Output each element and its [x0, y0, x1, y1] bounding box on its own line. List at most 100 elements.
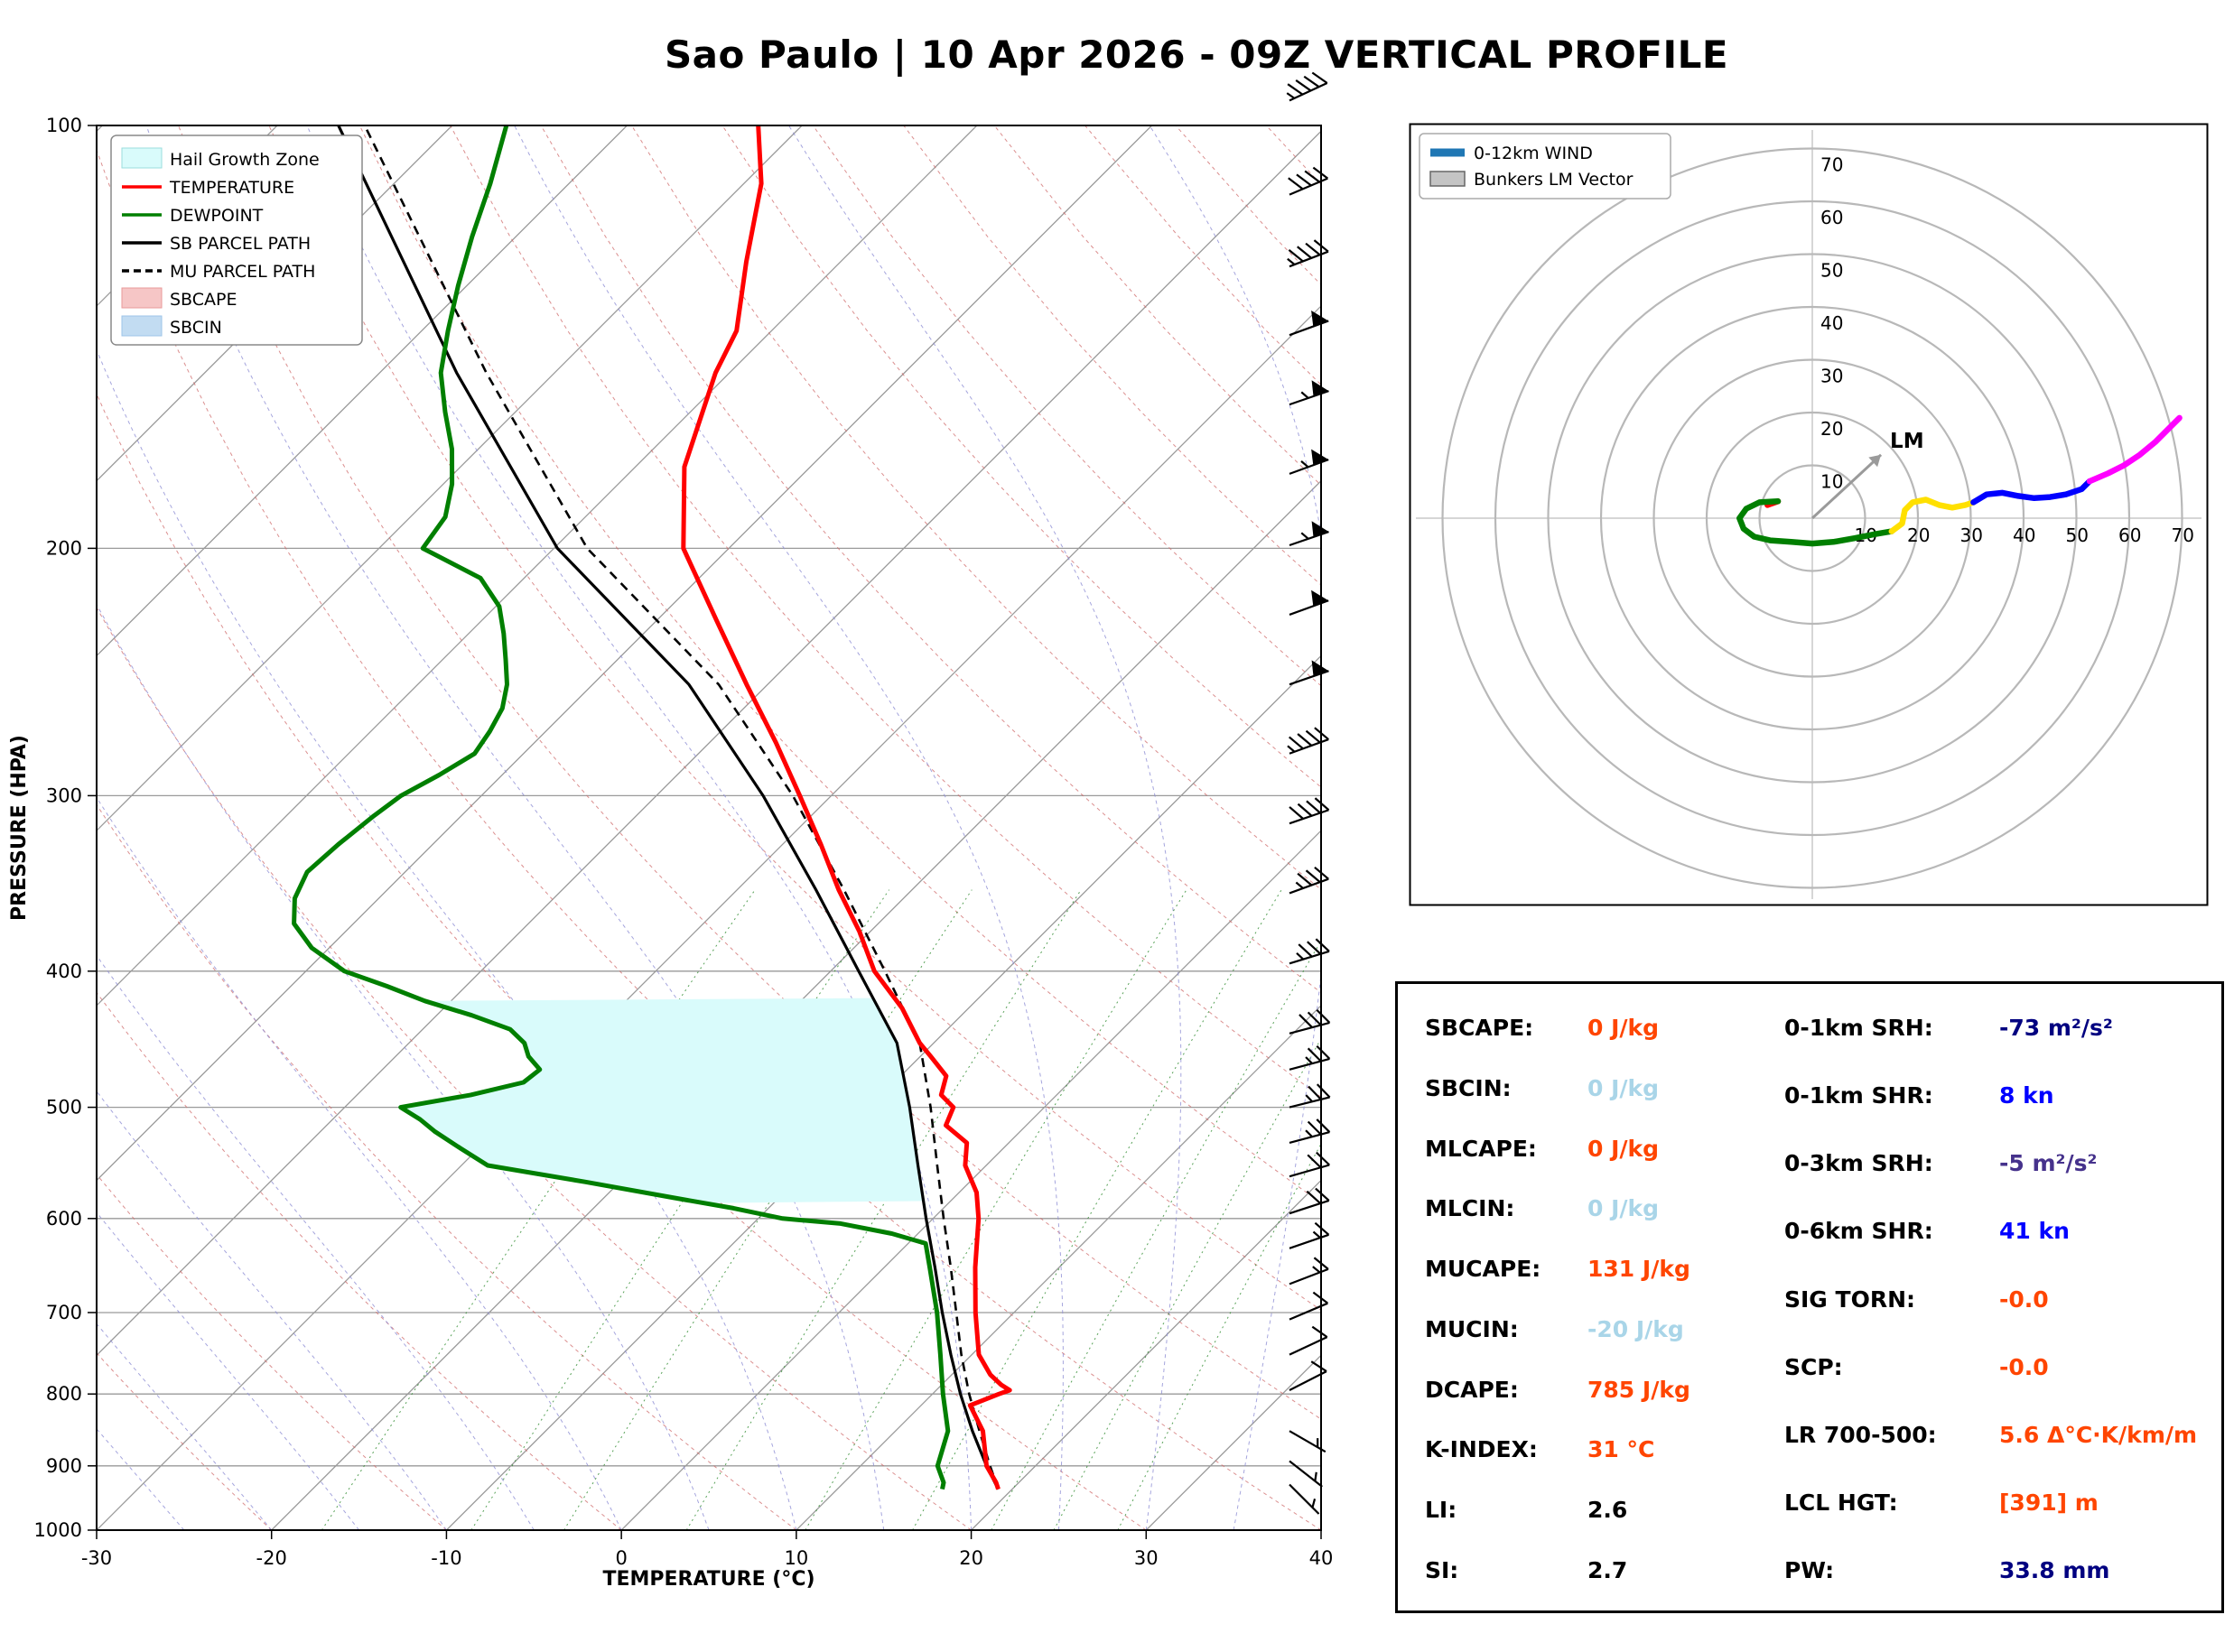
mixing-ratio-line — [563, 889, 973, 1530]
wind-barb — [1289, 938, 1330, 965]
stat-value: 0 J/kg — [1587, 1015, 1660, 1041]
wind-barb — [1289, 1044, 1331, 1071]
stat-row: SI: 2.7 — [1425, 1557, 1779, 1583]
wind-barb — [1287, 727, 1329, 755]
moist-adiabat-line — [97, 1091, 447, 1530]
y-tick-label: 500 — [46, 1097, 82, 1118]
hodograph-ring — [1758, 464, 1866, 572]
stat-value: -73 m²/s² — [1999, 1015, 2113, 1041]
bunkers-legend-label: Bunkers LM Vector — [1474, 170, 1634, 190]
stat-value: 0 J/kg — [1587, 1135, 1660, 1162]
stats-panel: SBCAPE: 0 J/kg SBCIN: 0 J/kg MLCAPE: 0 J/kg ML… — [1395, 981, 2224, 1613]
stat-value: 2.7 — [1587, 1556, 1628, 1583]
legend-item-label: SBCIN — [170, 318, 222, 338]
wind-barb — [1289, 589, 1329, 616]
page-title: Sao Paulo | 10 Apr 2026 - 09Z VERTICAL P… — [664, 32, 1729, 77]
x-tick-label: 20 — [959, 1547, 983, 1569]
stat-row: PW: 33.8 mm — [1784, 1557, 2203, 1583]
x-tick-label: -20 — [256, 1547, 287, 1569]
x-axis-label: TEMPERATURE (°C) — [602, 1568, 814, 1591]
hodograph-trace-segment — [1888, 497, 1977, 534]
stat-value: 8 kn — [1999, 1082, 2054, 1109]
stat-row: MUCAPE: 131 J/kg — [1425, 1256, 1779, 1282]
wind-barb — [1289, 311, 1329, 337]
bunkers-lm-vector — [1810, 453, 1883, 520]
stat-row: DCAPE: 785 J/kg — [1425, 1377, 1779, 1403]
moist-adiabat-line — [97, 603, 710, 1530]
y-tick-label: 1000 — [34, 1519, 82, 1541]
dry-adiabat-line — [721, 125, 1321, 788]
plot-border — [96, 125, 1322, 1531]
ring-label-horizontal: 40 — [2013, 524, 2035, 546]
wind-barb — [1289, 1257, 1329, 1285]
stat-row: 0-6km SHR: 41 kn — [1784, 1218, 2203, 1244]
stat-label: LI: — [1425, 1497, 1457, 1524]
stat-value: 2.6 — [1587, 1497, 1628, 1524]
stat-label: MLCIN: — [1425, 1195, 1515, 1222]
stat-value: -0.0 — [1999, 1285, 2049, 1313]
stat-row: SCP: -0.0 — [1784, 1354, 2203, 1380]
mixing-ratio-line — [1053, 1037, 1321, 1530]
x-tick-label: -10 — [431, 1547, 461, 1569]
hodograph-ring — [1441, 147, 2183, 889]
isotherm-line — [1320, 1529, 1321, 1530]
wind-barb — [1289, 1151, 1330, 1178]
legend-swatch-sbcin — [121, 315, 163, 337]
stat-label: K-INDEX: — [1425, 1436, 1538, 1463]
stat-label: 0-1km SHR: — [1784, 1082, 1933, 1109]
wind-legend-label: 0-12km WIND — [1474, 144, 1593, 163]
hodograph-ring — [1547, 253, 2078, 784]
x-tick-label: 40 — [1309, 1547, 1334, 1569]
hodograph-trace-segment — [2086, 414, 2183, 485]
dry-adiabat-line — [450, 125, 1321, 1098]
legend-item-label: SBCAPE — [170, 290, 237, 310]
isotherm-line — [971, 1179, 1321, 1530]
moist-adiabat-line — [514, 125, 1064, 1530]
hodograph-border — [1409, 123, 2209, 906]
temperature-line — [681, 125, 1012, 1490]
hodograph-trace-segment — [1736, 498, 1895, 547]
x-tick-label: 10 — [784, 1547, 808, 1569]
isotherm-line — [620, 830, 1321, 1530]
lm-label: LM — [1890, 430, 1924, 453]
x-tick-label: 30 — [1134, 1547, 1159, 1569]
isotherm-line — [97, 125, 453, 482]
ring-label-vertical: 10 — [1820, 471, 1843, 493]
dewpoint-line — [292, 125, 951, 1490]
y-tick-label: 900 — [46, 1455, 82, 1477]
wind-barb — [1289, 521, 1329, 547]
stat-row: SBCAPE: 0 J/kg — [1425, 1015, 1779, 1041]
y-tick-label: 400 — [46, 961, 82, 982]
dry-adiabat-line — [993, 125, 1321, 487]
stat-label: SBCAPE: — [1425, 1015, 1534, 1041]
dry-adiabat-line — [812, 125, 1321, 687]
isotherm-line — [97, 125, 628, 657]
legend-item-label: MU PARCEL PATH — [170, 262, 315, 282]
stat-label: MLCAPE: — [1425, 1135, 1537, 1162]
stat-row: K-INDEX: 31 °C — [1425, 1436, 1779, 1462]
hodograph-legend-box — [1419, 133, 1671, 200]
y-tick-label: 700 — [46, 1302, 82, 1323]
isotherm-line — [271, 479, 1321, 1530]
isotherm-line — [796, 1004, 1321, 1530]
stat-row: SBCIN: 0 J/kg — [1425, 1075, 1779, 1101]
wind-barb — [1289, 1460, 1323, 1488]
ring-label-horizontal: 50 — [2066, 524, 2089, 546]
moist-adiabat-line — [97, 796, 622, 1530]
legend-item-label: TEMPERATURE — [169, 178, 294, 198]
stat-value: 41 kn — [1999, 1218, 2070, 1245]
ring-label-vertical: 60 — [1820, 207, 1843, 228]
stats-column-left: SBCAPE: 0 J/kg SBCIN: 0 J/kg MLCAPE: 0 J/kg ML… — [1425, 1015, 1779, 1583]
stat-label: SIG TORN: — [1784, 1285, 1916, 1313]
stat-row: 0-3km SRH: -5 m²/s² — [1784, 1150, 2203, 1176]
y-tick-label: 800 — [46, 1383, 82, 1405]
hodograph-ring — [1652, 358, 1972, 678]
dry-adiabat-line — [540, 125, 1321, 994]
x-tick-label: -30 — [81, 1547, 112, 1569]
mixing-ratio-line — [912, 889, 1282, 1530]
stat-value: 0 J/kg — [1587, 1074, 1660, 1101]
moist-adiabat-line — [788, 125, 1182, 1530]
wind-barb — [1289, 380, 1329, 406]
y-tick-label: 600 — [46, 1208, 82, 1230]
